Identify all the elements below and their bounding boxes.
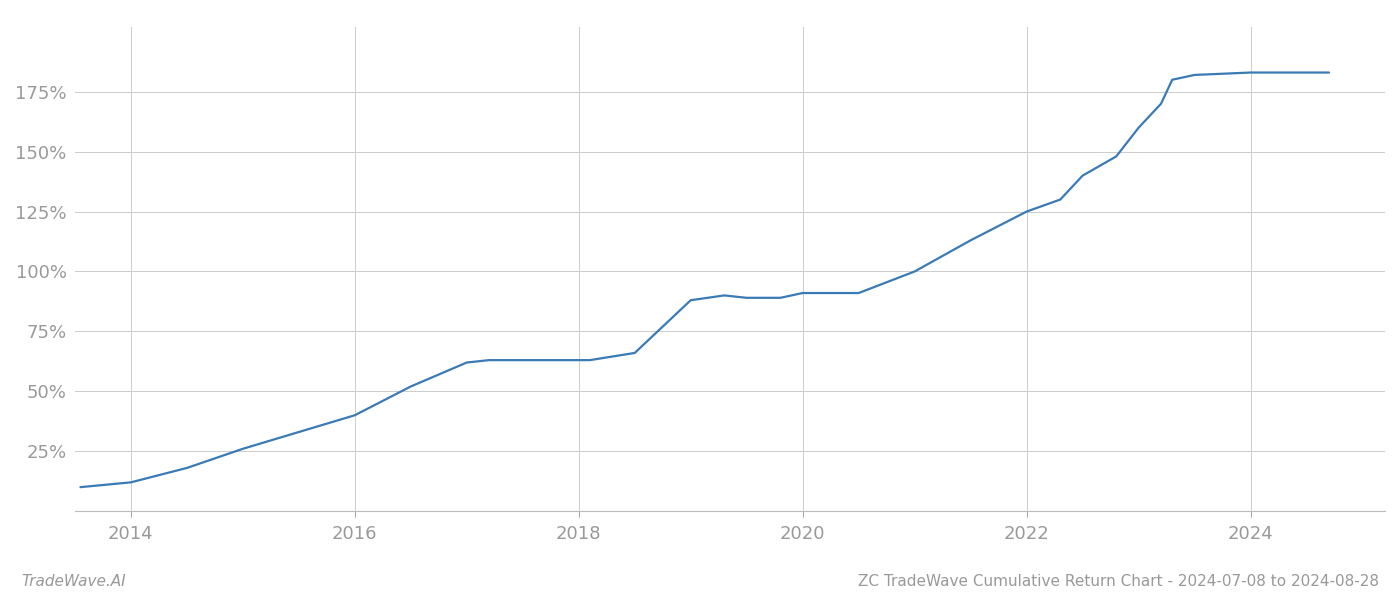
Text: ZC TradeWave Cumulative Return Chart - 2024-07-08 to 2024-08-28: ZC TradeWave Cumulative Return Chart - 2… <box>858 574 1379 589</box>
Text: TradeWave.AI: TradeWave.AI <box>21 574 126 589</box>
